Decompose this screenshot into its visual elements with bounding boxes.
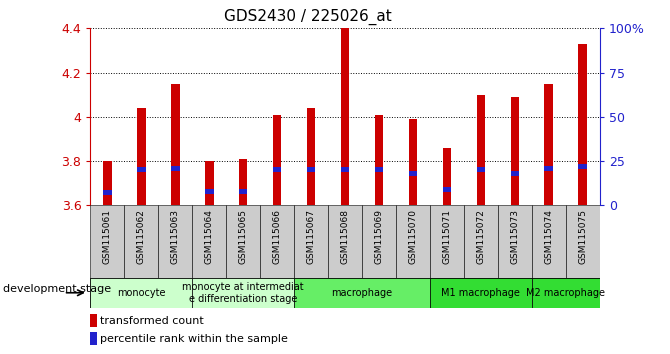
Bar	[205, 161, 214, 205]
Bar	[476, 167, 485, 172]
Text: development stage: development stage	[3, 284, 111, 295]
Bar	[239, 189, 247, 194]
Text: monocyte at intermediat
e differentiation stage: monocyte at intermediat e differentiatio…	[182, 282, 304, 304]
Text: percentile rank within the sample: percentile rank within the sample	[100, 334, 287, 344]
Bar	[328, 205, 362, 278]
Text: GSM115071: GSM115071	[442, 209, 452, 264]
Text: GSM115067: GSM115067	[307, 209, 316, 264]
Text: GSM115069: GSM115069	[375, 209, 383, 264]
Bar	[532, 205, 565, 278]
Bar	[307, 167, 316, 172]
Bar	[90, 278, 192, 308]
Bar	[545, 166, 553, 171]
Text: GSM115068: GSM115068	[340, 209, 350, 264]
Bar	[341, 167, 349, 172]
Bar	[409, 119, 417, 205]
Bar	[511, 171, 519, 176]
Bar	[443, 148, 451, 205]
Bar	[171, 84, 180, 205]
Bar	[430, 278, 532, 308]
Text: GSM115066: GSM115066	[273, 209, 281, 264]
Text: M2 macrophage: M2 macrophage	[526, 288, 605, 298]
Bar	[375, 167, 383, 172]
Text: GDS2430 / 225026_at: GDS2430 / 225026_at	[224, 9, 392, 25]
Bar	[158, 205, 192, 278]
Bar	[578, 44, 587, 205]
Bar	[192, 278, 294, 308]
Bar	[565, 205, 600, 278]
Bar	[273, 115, 281, 205]
Bar	[375, 115, 383, 205]
Text: GSM115070: GSM115070	[409, 209, 417, 264]
Bar	[137, 108, 145, 205]
Bar	[171, 166, 180, 171]
Bar	[239, 159, 247, 205]
Bar	[341, 28, 349, 205]
Bar	[273, 167, 281, 172]
Bar	[545, 84, 553, 205]
Text: GSM115063: GSM115063	[171, 209, 180, 264]
Bar	[498, 205, 532, 278]
Bar	[430, 205, 464, 278]
Bar	[192, 205, 226, 278]
Bar	[260, 205, 294, 278]
Text: monocyte: monocyte	[117, 288, 165, 298]
Text: GSM115075: GSM115075	[578, 209, 587, 264]
Text: GSM115062: GSM115062	[137, 209, 146, 264]
Bar	[90, 205, 125, 278]
Text: GSM115061: GSM115061	[103, 209, 112, 264]
Bar	[103, 190, 112, 195]
Bar	[103, 161, 112, 205]
Bar	[396, 205, 430, 278]
Text: GSM115065: GSM115065	[239, 209, 248, 264]
Text: GSM115074: GSM115074	[544, 209, 553, 264]
Bar	[464, 205, 498, 278]
Bar	[294, 205, 328, 278]
Bar	[532, 278, 600, 308]
Bar	[511, 97, 519, 205]
Bar	[476, 95, 485, 205]
Text: M1 macrophage: M1 macrophage	[442, 288, 521, 298]
Bar	[90, 314, 96, 327]
Bar	[125, 205, 158, 278]
Bar	[362, 205, 396, 278]
Text: transformed count: transformed count	[100, 316, 204, 326]
Bar	[443, 187, 451, 192]
Bar	[90, 332, 96, 345]
Text: GSM115073: GSM115073	[511, 209, 519, 264]
Bar	[226, 205, 260, 278]
Bar	[307, 108, 316, 205]
Text: macrophage: macrophage	[332, 288, 393, 298]
Text: GSM115072: GSM115072	[476, 209, 485, 264]
Bar	[137, 167, 145, 172]
Bar	[409, 171, 417, 176]
Bar	[205, 189, 214, 194]
Bar	[294, 278, 430, 308]
Text: GSM115064: GSM115064	[205, 209, 214, 264]
Bar	[578, 164, 587, 169]
